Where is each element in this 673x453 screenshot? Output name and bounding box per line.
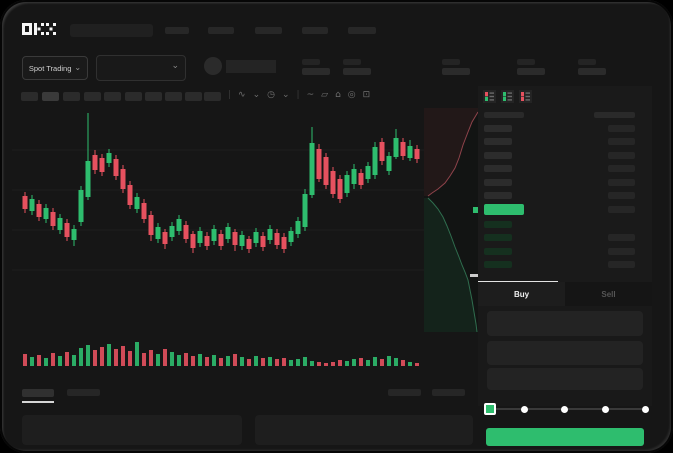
ask-price-placeholder[interactable] [484, 151, 512, 159]
okx-logo[interactable] [22, 22, 56, 36]
orders-table-placeholder [22, 415, 242, 445]
bid-price-placeholder[interactable] [484, 234, 512, 242]
chevron-down-icon[interactable]: ⌄ [252, 90, 261, 100]
ask-price-placeholder[interactable] [484, 138, 512, 146]
ticker-stat-label-placeholder [302, 59, 320, 65]
settings-icon[interactable]: ◎ [347, 90, 356, 100]
ask-amount-placeholder [608, 192, 635, 199]
nav-item-placeholder[interactable] [255, 27, 282, 34]
bid-price-placeholder[interactable] [484, 261, 512, 269]
orders-action-placeholder[interactable] [388, 389, 421, 396]
ticker-stat-value-placeholder [578, 68, 606, 75]
timeframe-chip[interactable] [145, 92, 162, 101]
timeframe-chip[interactable] [84, 92, 101, 101]
camera-icon[interactable]: ⌂ [335, 90, 341, 100]
bid-price-placeholder[interactable] [484, 247, 512, 255]
bid-price-placeholder[interactable] [484, 221, 512, 228]
slider-stop-dot[interactable] [560, 405, 568, 413]
orders-tab-placeholder[interactable] [67, 389, 100, 396]
market-type-label: Spot Trading [28, 63, 72, 73]
chart-toolbar: | ∿ ⌄ ◷ ⌄ | ~ ▱ ⌂ ◎ ⊡ [228, 87, 370, 103]
active-bottom-tab-indicator [22, 401, 54, 403]
timeframe-chip[interactable] [165, 92, 182, 101]
bid-amount-placeholder [608, 234, 635, 242]
line-tool-icon[interactable]: ~ [306, 90, 315, 100]
book-asks-icon[interactable] [519, 90, 532, 103]
ask-amount-placeholder [608, 125, 635, 132]
ticker-stat-label-placeholder [517, 59, 535, 65]
ask-price-placeholder[interactable] [484, 125, 512, 132]
ticker-stat-value-placeholder [517, 68, 545, 75]
orders-table-placeholder [255, 415, 473, 445]
fullscreen-icon[interactable]: ⊡ [362, 90, 371, 100]
indicators-icon[interactable]: ∿ [238, 90, 246, 100]
ask-amount-placeholder [608, 138, 635, 146]
slider-stop-dot[interactable] [601, 405, 609, 413]
timeframe-chip[interactable] [204, 92, 221, 101]
ask-amount-placeholder [608, 165, 635, 173]
timeframe-chip[interactable] [125, 92, 142, 101]
tab-buy[interactable]: Buy [478, 282, 565, 306]
right-panel: Buy Sell [478, 86, 652, 452]
timeframe-chip[interactable] [21, 92, 38, 101]
pair-coin-icon [204, 57, 222, 75]
ask-price-placeholder[interactable] [484, 178, 512, 186]
slider-stop-dot[interactable] [520, 405, 528, 413]
bid-amount-placeholder [608, 261, 635, 269]
pair-dropdown[interactable]: ⌄ [96, 55, 186, 81]
toolbar-divider: | [228, 90, 232, 100]
orders-action-placeholder[interactable] [432, 389, 465, 396]
timeframe-chip[interactable] [63, 92, 80, 101]
orderbook-header-amount-placeholder [594, 112, 635, 118]
slider-stop-dot[interactable] [641, 405, 649, 413]
nav-item-placeholder[interactable] [165, 27, 189, 34]
chevron-down-icon[interactable]: ⌄ [282, 90, 290, 100]
ask-amount-placeholder [608, 151, 635, 159]
orderbook-header-price-placeholder [484, 112, 524, 118]
last-price-badge [484, 204, 524, 215]
nav-item-placeholder[interactable] [302, 27, 328, 34]
ticker-stat-label-placeholder [442, 59, 460, 65]
pair-name-placeholder [226, 60, 276, 73]
compare-icon[interactable]: ▱ [321, 90, 329, 100]
ticker-stat-label-placeholder [343, 59, 361, 65]
ask-amount-placeholder [608, 178, 635, 186]
amount-input[interactable] [487, 341, 643, 365]
interval-clock-icon[interactable]: ◷ [267, 90, 275, 100]
price-input[interactable] [487, 311, 643, 336]
chart-canvas[interactable] [10, 108, 422, 370]
ticker-stat-value-placeholder [442, 68, 470, 75]
chevron-down-icon: ⌄ [171, 60, 179, 70]
ticker-stat-label-placeholder [578, 59, 596, 65]
book-both-icon[interactable] [483, 90, 496, 103]
book-bids-icon[interactable] [501, 90, 514, 103]
buy-button[interactable] [486, 428, 644, 446]
market-type-selector[interactable]: Spot Trading ⌄ [22, 56, 88, 80]
slider-handle[interactable] [484, 403, 496, 415]
ticker-stat-value-placeholder [302, 68, 330, 75]
ask-price-placeholder[interactable] [484, 192, 512, 199]
total-input[interactable] [487, 368, 643, 390]
toolbar-divider: | [296, 90, 300, 100]
bid-amount-placeholder [608, 247, 635, 255]
tab-sell[interactable]: Sell [565, 282, 652, 306]
nav-item-placeholder[interactable] [208, 27, 234, 34]
ask-amount-placeholder [608, 206, 635, 213]
timeframe-chip[interactable] [42, 92, 59, 101]
ask-price-placeholder[interactable] [484, 165, 512, 173]
search-input[interactable] [70, 24, 153, 37]
nav-item-placeholder[interactable] [348, 27, 376, 34]
chevron-down-icon: ⌄ [74, 63, 82, 72]
timeframe-chip[interactable] [185, 92, 202, 101]
timeframe-chip[interactable] [104, 92, 121, 101]
ticker-stat-value-placeholder [343, 68, 371, 75]
orders-tab-placeholder[interactable] [22, 389, 54, 397]
